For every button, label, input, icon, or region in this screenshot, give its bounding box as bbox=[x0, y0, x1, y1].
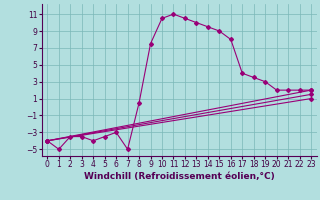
X-axis label: Windchill (Refroidissement éolien,°C): Windchill (Refroidissement éolien,°C) bbox=[84, 172, 275, 181]
